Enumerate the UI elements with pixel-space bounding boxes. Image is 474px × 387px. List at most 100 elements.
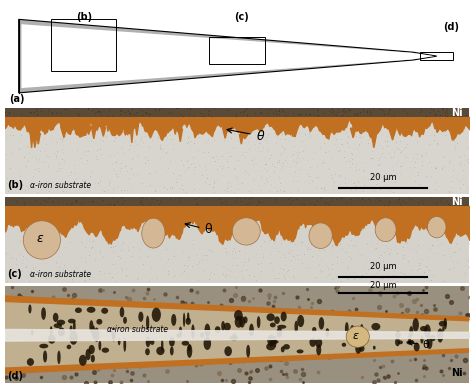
Bar [51, 19, 116, 70]
Ellipse shape [414, 342, 419, 351]
Ellipse shape [204, 324, 210, 337]
Ellipse shape [342, 343, 346, 347]
Ellipse shape [170, 346, 173, 355]
Polygon shape [372, 135, 376, 148]
Ellipse shape [161, 339, 164, 351]
Ellipse shape [319, 317, 324, 330]
Ellipse shape [70, 325, 73, 332]
Polygon shape [107, 123, 109, 132]
Ellipse shape [315, 338, 322, 348]
Polygon shape [147, 129, 153, 133]
Ellipse shape [156, 347, 164, 355]
Ellipse shape [94, 327, 100, 342]
Ellipse shape [187, 312, 190, 321]
Ellipse shape [224, 346, 232, 356]
Ellipse shape [274, 316, 280, 324]
Polygon shape [146, 128, 155, 138]
Ellipse shape [281, 346, 285, 353]
Ellipse shape [359, 345, 365, 352]
Polygon shape [173, 127, 177, 134]
Ellipse shape [171, 314, 176, 326]
Ellipse shape [27, 358, 34, 366]
Text: 20 μm: 20 μm [370, 281, 397, 290]
Text: (b): (b) [7, 180, 23, 190]
Ellipse shape [270, 322, 276, 327]
Text: θ: θ [408, 340, 429, 350]
Ellipse shape [229, 336, 238, 341]
Ellipse shape [119, 307, 124, 317]
Ellipse shape [185, 318, 191, 325]
Ellipse shape [246, 345, 250, 358]
Ellipse shape [276, 327, 282, 337]
Ellipse shape [232, 333, 237, 340]
Ellipse shape [270, 340, 279, 344]
Ellipse shape [373, 346, 376, 349]
Polygon shape [61, 127, 67, 138]
Ellipse shape [146, 315, 149, 330]
Ellipse shape [294, 321, 298, 333]
Text: ε: ε [36, 232, 43, 245]
Ellipse shape [428, 217, 446, 238]
Ellipse shape [176, 333, 182, 338]
Ellipse shape [266, 313, 275, 321]
Ellipse shape [67, 345, 71, 349]
Ellipse shape [85, 349, 91, 360]
Ellipse shape [437, 329, 443, 342]
Ellipse shape [53, 313, 58, 322]
Text: ε: ε [353, 331, 358, 341]
Bar [5, 108, 469, 117]
Text: α-iron substrate: α-iron substrate [30, 181, 91, 190]
Text: $\theta$: $\theta$ [227, 128, 265, 143]
Ellipse shape [239, 316, 245, 328]
Ellipse shape [43, 351, 47, 363]
Ellipse shape [123, 337, 126, 352]
Text: (d): (d) [7, 371, 23, 381]
Ellipse shape [224, 323, 231, 330]
Ellipse shape [70, 331, 78, 345]
Ellipse shape [191, 324, 195, 339]
Ellipse shape [215, 326, 220, 333]
Ellipse shape [101, 348, 109, 353]
Ellipse shape [346, 326, 369, 348]
Polygon shape [456, 130, 463, 134]
Ellipse shape [182, 341, 189, 346]
Ellipse shape [203, 337, 211, 350]
Polygon shape [248, 130, 253, 134]
Ellipse shape [316, 344, 321, 355]
Ellipse shape [39, 344, 48, 348]
Ellipse shape [57, 351, 61, 364]
Ellipse shape [398, 341, 403, 344]
Ellipse shape [179, 327, 182, 335]
Ellipse shape [281, 312, 287, 322]
Ellipse shape [50, 326, 53, 336]
Polygon shape [422, 128, 425, 135]
Ellipse shape [187, 344, 192, 358]
Ellipse shape [118, 338, 120, 345]
Ellipse shape [73, 320, 76, 333]
Ellipse shape [409, 326, 413, 337]
Polygon shape [130, 130, 133, 143]
Ellipse shape [142, 218, 165, 248]
Ellipse shape [408, 334, 411, 344]
Ellipse shape [123, 317, 127, 324]
Ellipse shape [75, 308, 82, 313]
Ellipse shape [234, 310, 243, 320]
Ellipse shape [232, 218, 260, 245]
Ellipse shape [274, 336, 276, 348]
Ellipse shape [221, 321, 225, 331]
Polygon shape [36, 134, 40, 144]
Polygon shape [389, 128, 396, 140]
Ellipse shape [183, 313, 185, 327]
Polygon shape [21, 24, 434, 88]
Ellipse shape [444, 318, 447, 329]
Ellipse shape [395, 331, 401, 338]
Ellipse shape [169, 337, 175, 347]
Ellipse shape [310, 337, 316, 347]
Ellipse shape [439, 321, 447, 327]
Ellipse shape [297, 315, 304, 327]
Ellipse shape [152, 308, 161, 322]
Text: 20 μm: 20 μm [370, 173, 397, 182]
Text: α-iron substrate: α-iron substrate [107, 325, 168, 334]
Ellipse shape [267, 335, 275, 346]
Ellipse shape [243, 316, 247, 324]
